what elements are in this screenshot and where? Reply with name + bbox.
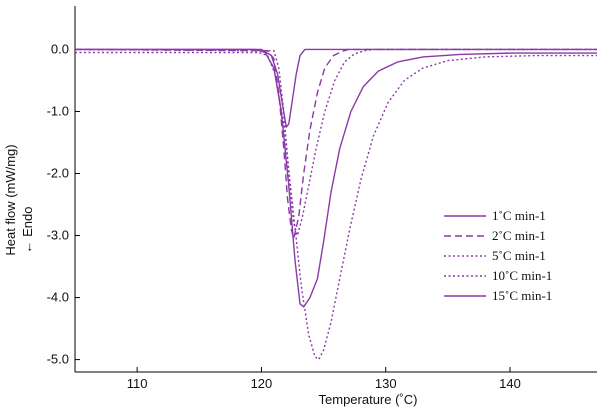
x-tick-label: 130 xyxy=(375,376,397,391)
x-tick-label: 120 xyxy=(251,376,273,391)
tick-labels: 110 120 130 140 0.0 -1.0 -2.0 -3.0 -4.0 -5.0 xyxy=(47,41,521,391)
y-tick-label: -2.0 xyxy=(47,165,69,180)
legend-label: 15˚C min-1 xyxy=(492,288,552,303)
x-axis-label: Temperature (˚C) xyxy=(319,392,418,407)
y-axis-label: Heat flow (mW/mg) xyxy=(3,144,18,255)
legend-label: 1˚C min-1 xyxy=(492,208,546,223)
legend-label: 2˚C min-1 xyxy=(492,228,546,243)
series-line-2 xyxy=(74,48,597,240)
y-tick-label: -5.0 xyxy=(47,352,69,367)
series-line-5 xyxy=(75,48,597,308)
y-tick-label: 0.0 xyxy=(51,41,69,56)
legend-label: 10˚C min-1 xyxy=(492,268,552,283)
series-line-1 xyxy=(75,48,597,128)
y-tick-label: -3.0 xyxy=(47,228,69,243)
series-line-3 xyxy=(74,48,597,237)
legend: 1˚C min-1 2˚C min-1 5˚C min-1 10˚C min-1 15˚… xyxy=(444,208,552,303)
y-tick-label: -1.0 xyxy=(47,103,69,118)
y-axis-annotation: ← Endo xyxy=(20,207,35,254)
series-lines xyxy=(74,48,597,361)
axes xyxy=(74,6,597,373)
x-tick-label: 110 xyxy=(127,376,148,391)
x-tick-label: 140 xyxy=(499,376,521,391)
y-tick-label: -4.0 xyxy=(47,290,69,305)
series-line-4 xyxy=(75,51,597,361)
legend-label: 5˚C min-1 xyxy=(492,248,546,263)
